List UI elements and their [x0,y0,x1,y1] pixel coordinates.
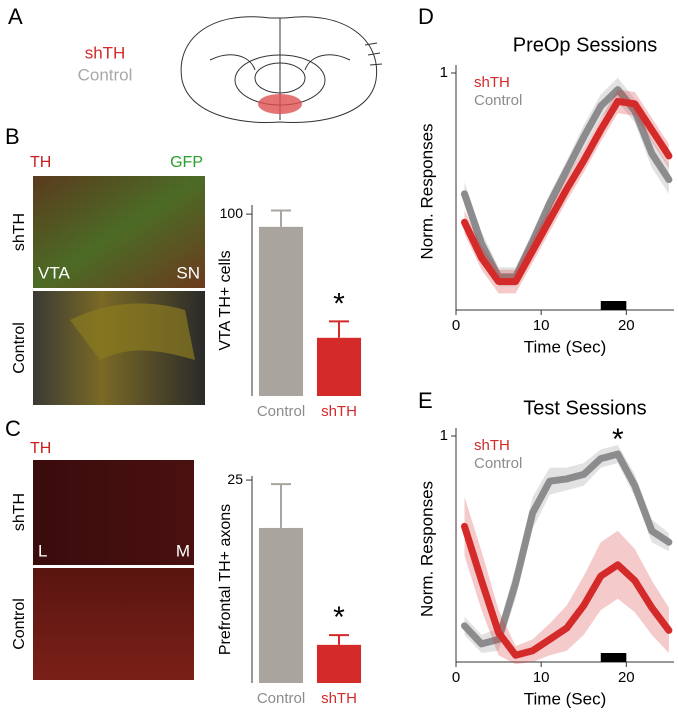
significance-star: * [333,287,345,320]
legend-entry: Control [474,455,522,472]
x-tick-label: 0 [452,317,460,334]
stain-label: TH [30,154,51,171]
bar [258,527,304,683]
row-label: Control [11,598,28,650]
micrograph [33,176,205,288]
y-tick-label: 1 [440,427,448,444]
micrograph [33,460,194,565]
series-line [461,450,673,648]
row-label: Control [11,322,28,374]
legend-entry: Control [78,65,133,84]
legend-entry: shTH [85,43,126,62]
stain-label: TH [30,440,51,457]
x-tick-label: 10 [533,669,550,686]
x-tick-label: shTH [321,403,357,420]
region-label: M [176,541,190,560]
bar [316,644,362,683]
injection-site [258,94,302,114]
region-label: SN [176,263,200,282]
panel-label: C [5,416,21,441]
y-tick-label: 1 [440,64,448,81]
stimulus-bar [600,653,627,662]
stimulus-bar [600,301,627,310]
panel-label: A [8,4,23,29]
x-tick-label: 0 [452,669,460,686]
x-axis-label: Time (Sec) [524,337,607,356]
region-label: VTA [38,263,70,282]
x-tick-label: 10 [533,317,550,334]
stain-label: GFP [170,154,203,171]
error-band [464,445,669,653]
chart-title: PreOp Sessions [513,34,658,56]
panel-label: B [5,124,20,149]
y-axis-label: VTA TH+ cells [217,250,234,350]
series-line [461,97,673,286]
panel-label: D [418,4,434,29]
region-label: L [38,541,47,560]
row-label: shTH [11,213,28,251]
legend-entry: shTH [474,437,510,454]
error-band [464,497,669,665]
bar [316,337,362,396]
y-tick-label: 100 [220,205,244,221]
row-label: shTH [11,493,28,531]
x-tick-label: 20 [618,669,635,686]
micrograph [33,568,194,680]
legend-entry: shTH [474,74,510,91]
y-axis-label: Norm. Responses [417,481,436,617]
chart-title: Test Sessions [523,397,646,419]
bar [258,226,304,396]
y-axis-label: Prefrontal TH+ axons [217,504,234,655]
x-tick-label: Control [257,690,305,707]
micrograph-detail [70,303,195,360]
significance-star: * [612,423,624,456]
x-tick-label: 20 [618,317,635,334]
x-tick-label: shTH [321,690,357,707]
significance-star: * [333,601,345,634]
y-axis-label: Norm. Responses [417,123,436,259]
x-axis-label: Time (Sec) [524,689,607,708]
legend-entry: Control [474,92,522,109]
panel-label: E [418,388,433,413]
x-tick-label: Control [257,403,305,420]
y-tick-label: 25 [227,471,243,487]
series-line [461,522,673,659]
